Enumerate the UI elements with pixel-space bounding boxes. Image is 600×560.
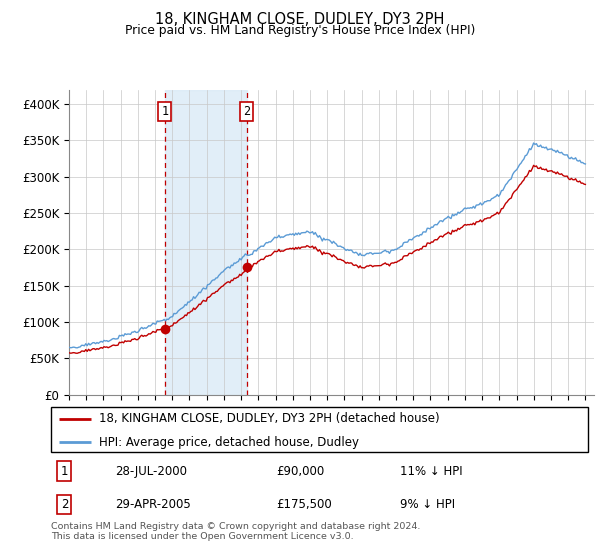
Text: HPI: Average price, detached house, Dudley: HPI: Average price, detached house, Dudl… [100, 436, 359, 449]
Text: £175,500: £175,500 [277, 498, 332, 511]
Text: 18, KINGHAM CLOSE, DUDLEY, DY3 2PH (detached house): 18, KINGHAM CLOSE, DUDLEY, DY3 2PH (deta… [100, 413, 440, 426]
Text: Contains HM Land Registry data © Crown copyright and database right 2024.
This d: Contains HM Land Registry data © Crown c… [51, 522, 421, 542]
Text: 1: 1 [161, 105, 169, 118]
Text: 2: 2 [61, 498, 68, 511]
Text: 1: 1 [61, 465, 68, 478]
Text: 28-JUL-2000: 28-JUL-2000 [115, 465, 187, 478]
Text: 11% ↓ HPI: 11% ↓ HPI [400, 465, 463, 478]
Text: 29-APR-2005: 29-APR-2005 [115, 498, 191, 511]
Text: 2: 2 [243, 105, 250, 118]
Bar [165, 90, 247, 395]
Text: £90,000: £90,000 [277, 465, 325, 478]
Text: 18, KINGHAM CLOSE, DUDLEY, DY3 2PH: 18, KINGHAM CLOSE, DUDLEY, DY3 2PH [155, 12, 445, 27]
Text: Price paid vs. HM Land Registry's House Price Index (HPI): Price paid vs. HM Land Registry's House … [125, 24, 475, 37]
Text: 9% ↓ HPI: 9% ↓ HPI [400, 498, 455, 511]
